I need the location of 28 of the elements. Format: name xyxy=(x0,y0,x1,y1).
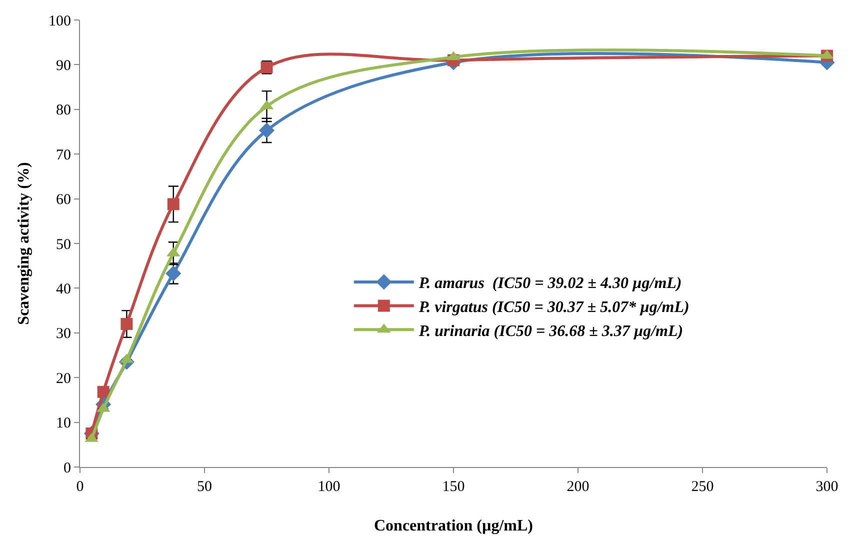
y-tick-label: 70 xyxy=(56,147,71,164)
x-tick-label: 0 xyxy=(76,479,84,495)
point xyxy=(97,386,110,398)
y-tick-label: 50 xyxy=(56,236,71,253)
x-tick-label: 100 xyxy=(318,479,340,495)
legend-label: P. amarus (IC50 = 39.02 ± 4.30 µg/mL) xyxy=(418,275,682,292)
x-tick-label: 150 xyxy=(442,479,465,495)
y-tick-label: 80 xyxy=(56,102,71,119)
point xyxy=(167,198,180,210)
x-tick-label: 200 xyxy=(566,479,590,495)
x-tick-label: 250 xyxy=(691,479,714,495)
y-tick-label: 90 xyxy=(56,58,71,74)
y-tick-label: 30 xyxy=(56,326,71,342)
y-axis-title: Scavenging activity (%) xyxy=(15,162,32,325)
y-tick-label: 0 xyxy=(64,460,71,476)
y-tick-label: 60 xyxy=(56,192,71,208)
point xyxy=(120,318,133,330)
legend-label: P. virgatus (IC50 = 30.37 ± 5.07* µg/mL) xyxy=(418,299,690,316)
point xyxy=(166,266,182,282)
x-tick-label: 300 xyxy=(816,479,838,495)
y-tick-label: 20 xyxy=(56,370,71,387)
y-tick-label: 100 xyxy=(48,13,71,30)
y-tick-label: 10 xyxy=(56,416,71,432)
x-tick-label: 50 xyxy=(197,479,212,495)
x-axis-title: Concentration (µg/mL) xyxy=(374,518,533,535)
point xyxy=(258,122,275,138)
y-tick-label: 40 xyxy=(56,281,71,298)
legend-label: P. urinaria (IC50 = 36.68 ± 3.37 µg/mL) xyxy=(418,322,684,340)
